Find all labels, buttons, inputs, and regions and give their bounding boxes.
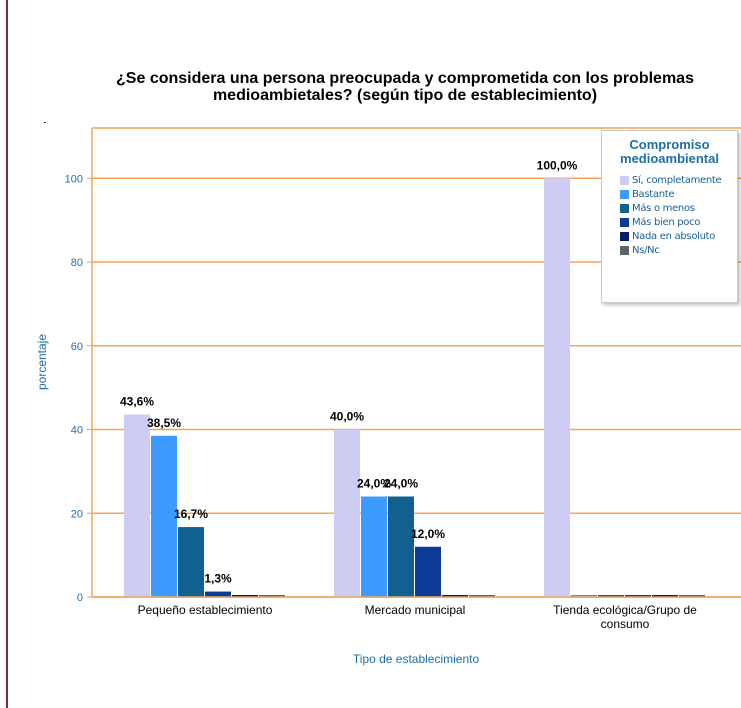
x-tick-label: consumo [601, 617, 650, 631]
x-tick-label: Mercado municipal [365, 603, 466, 617]
bar [388, 496, 414, 597]
chart-title: ¿Se considera una persona preocupada y c… [40, 70, 741, 104]
chart-title-line-2: medioambietales? (según tipo de establec… [212, 87, 598, 104]
legend-title: Compromiso medioambiental [602, 138, 737, 166]
legend-swatch [620, 189, 629, 199]
legend-item: Más o menos [602, 201, 737, 215]
bar [361, 496, 387, 597]
stray-dot [44, 122, 46, 123]
legend-item: Bastante [602, 187, 737, 201]
data-label: 16,7% [174, 507, 208, 521]
legend-swatch [620, 245, 629, 255]
y-tick-label: 60 [71, 341, 83, 353]
y-axis-label: porcentaje [35, 333, 49, 391]
legend-item: Ns/Nc [602, 243, 737, 257]
data-label: 24,0% [357, 477, 391, 491]
bar [415, 546, 441, 597]
legend-item-label: Bastante [632, 188, 675, 200]
data-label: 12,0% [411, 527, 445, 541]
legend-swatch [620, 231, 629, 241]
data-label: 43,6% [120, 394, 154, 408]
bar [598, 595, 624, 597]
legend-title-line-1: Compromiso [629, 137, 710, 152]
data-label: 38,5% [147, 416, 181, 430]
legend-item-label: Ns/Nc [632, 244, 660, 256]
bar [232, 595, 258, 597]
x-tick-label: Pequeño establecimiento [138, 603, 273, 617]
x-tick-label: Tienda ecológica/Grupo de [553, 603, 697, 617]
legend-swatch [620, 203, 629, 213]
y-tick-label: 0 [77, 592, 83, 604]
legend-items: Sí, completamente Bastante Más o menos M… [602, 173, 737, 257]
bar [259, 595, 285, 597]
bar [544, 178, 570, 597]
legend-item-label: Nada en absoluto [632, 230, 716, 242]
bar [679, 595, 705, 597]
bar [652, 595, 678, 597]
legend-title-line-2: medioambiental [620, 151, 719, 166]
y-tick-label: 100 [65, 173, 83, 185]
bar [442, 595, 468, 597]
legend-item: Nada en absoluto [602, 229, 737, 243]
legend: Compromiso medioambiental Sí, completame… [601, 130, 738, 303]
bar [334, 429, 360, 597]
legend-item-label: Más o menos [632, 202, 695, 214]
bar [625, 595, 651, 597]
legend-item-label: Más bien poco [632, 216, 701, 228]
data-label: 100,0% [537, 158, 578, 172]
bar [571, 595, 597, 597]
chart-title-line-1: ¿Se considera una persona preocupada y c… [116, 70, 694, 87]
y-tick-label: 20 [71, 508, 83, 520]
legend-item: Más bien poco [602, 215, 737, 229]
legend-swatch [620, 175, 629, 185]
left-margin-rule [6, 0, 8, 708]
data-label: 24,0% [384, 477, 418, 491]
bar [178, 527, 204, 597]
bar [124, 414, 150, 597]
y-tick-label: 80 [71, 257, 83, 269]
data-label: 1,3% [204, 572, 232, 586]
y-tick-label: 40 [71, 425, 83, 437]
data-label: 40,0% [330, 410, 364, 424]
bar [151, 435, 177, 597]
legend-item-label: Sí, completamente [632, 174, 722, 186]
legend-swatch [620, 217, 629, 227]
bar [469, 595, 495, 597]
legend-item: Sí, completamente [602, 173, 737, 187]
bar [205, 591, 231, 597]
x-axis-label: Tipo de establecimiento [352, 652, 480, 666]
